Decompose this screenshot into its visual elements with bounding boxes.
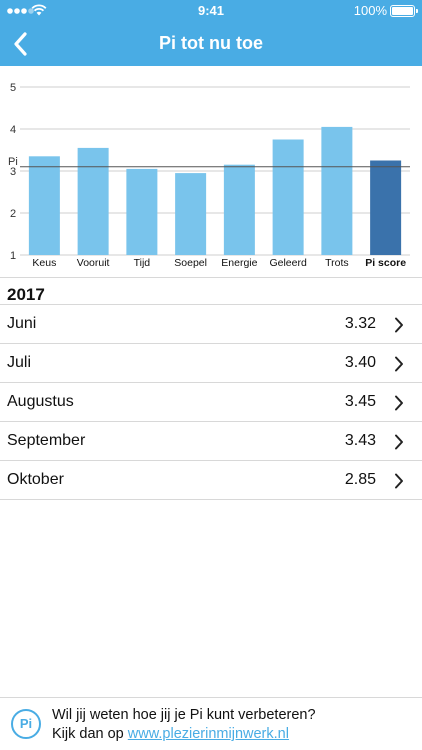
footer-question: Wil jij weten hoe jij je Pi kunt verbete…	[52, 707, 316, 723]
bar	[272, 139, 304, 255]
pi-reference-label: Pi	[8, 156, 18, 168]
month-label: September	[7, 432, 86, 449]
y-tick-label: 1	[10, 250, 16, 262]
month-list: Juni 3.32 Juli 3.40 Augustus 3.45 September 3.4…	[0, 304, 422, 500]
chevron-right-icon	[395, 356, 403, 372]
x-tick-label: Trots	[325, 257, 349, 269]
chevron-left-icon	[14, 32, 27, 56]
chevron-right-icon	[395, 317, 403, 333]
back-button[interactable]	[8, 28, 36, 60]
footer-cta-prefix: Kijk dan op	[52, 726, 124, 742]
bar	[126, 168, 158, 255]
page-title: Pi tot nu toe	[159, 33, 263, 53]
y-tick-label: 4	[10, 124, 16, 136]
x-tick-label: Soepel	[174, 257, 207, 269]
status-bar: 9:41 100%	[0, 0, 422, 22]
month-label: Juli	[7, 354, 32, 371]
bar	[223, 164, 255, 255]
battery-icon	[390, 5, 418, 17]
chevron-right-icon	[395, 473, 403, 489]
nav-header: 9:41 100% Pi tot nu toe	[0, 0, 422, 66]
cellular-signal-icon	[7, 8, 34, 14]
chevron-right-icon	[395, 434, 403, 450]
bar	[28, 156, 60, 255]
y-tick-label: 2	[10, 208, 16, 220]
month-score: 3.32	[344, 315, 376, 332]
bar	[370, 160, 402, 255]
y-tick-label: 3	[10, 166, 16, 178]
x-tick-label: Energie	[221, 257, 257, 269]
list-item[interactable]: Juni 3.32	[0, 305, 422, 344]
month-label: Oktober	[7, 471, 64, 488]
month-score: 3.40	[344, 354, 376, 371]
x-tick-label: Geleerd	[269, 257, 307, 269]
chevron-right-icon	[395, 395, 403, 411]
month-label: Juni	[7, 315, 37, 332]
footer-cta: Kijk dan op www.plezierinmijnwerk.nl	[52, 726, 289, 742]
battery-percentage: 100%	[353, 3, 387, 18]
y-tick-label: 5	[10, 82, 16, 94]
list-item[interactable]: September 3.43	[0, 422, 422, 461]
footer-banner: Pi Wil jij weten hoe jij je Pi kunt verb…	[0, 697, 422, 750]
section-title-year: 2017	[7, 285, 45, 304]
status-time: 9:41	[197, 3, 225, 18]
wifi-icon	[31, 4, 47, 16]
chart-divider	[0, 277, 422, 278]
list-item[interactable]: Oktober 2.85	[0, 461, 422, 500]
website-link[interactable]: www.plezierinmijnwerk.nl	[127, 726, 289, 742]
month-score: 3.45	[344, 393, 376, 410]
x-tick-label: Pi score	[365, 257, 406, 269]
month-score: 3.43	[344, 432, 376, 449]
month-score: 2.85	[344, 471, 376, 488]
x-tick-label: Tijd	[134, 257, 151, 269]
list-item[interactable]: Juli 3.40	[0, 344, 422, 383]
month-label: Augustus	[7, 393, 74, 410]
x-tick-label: Keus	[32, 257, 56, 269]
x-tick-label: Vooruit	[77, 257, 110, 269]
bar	[175, 173, 207, 255]
bar	[77, 147, 109, 255]
bar-chart: 1 2 3 4 5 Keus Vooruit Tijd Soepel Energie Geleerd…	[8, 82, 410, 269]
bar	[321, 126, 353, 256]
list-item[interactable]: Augustus 3.45	[0, 383, 422, 422]
pi-logo: Pi	[11, 709, 41, 739]
